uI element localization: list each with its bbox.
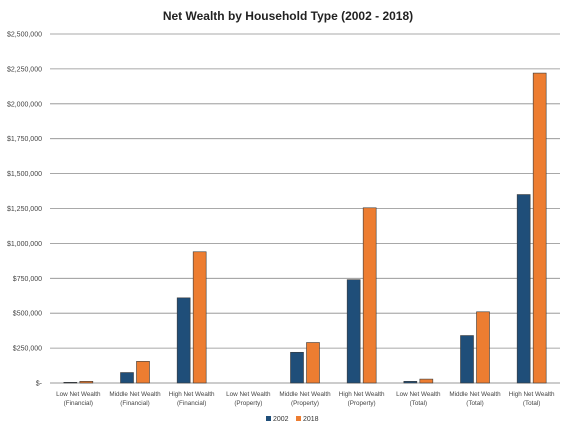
chart-title: Net Wealth by Household Type (2002 - 201… bbox=[163, 9, 413, 23]
legend-swatch bbox=[296, 416, 301, 421]
bar-2018-5 bbox=[362, 207, 377, 384]
x-category-label: Middle Net Wealth (Total) bbox=[449, 391, 501, 407]
y-tick-label: $750,000 bbox=[13, 276, 42, 283]
y-tick-label: $2,500,000 bbox=[7, 32, 42, 39]
y-tick-label: $2,000,000 bbox=[7, 101, 42, 108]
bar-2018-7 bbox=[476, 311, 490, 384]
y-tick-label: $500,000 bbox=[13, 311, 42, 318]
bar-2002-6 bbox=[403, 381, 418, 384]
bar-2018-8 bbox=[532, 72, 547, 384]
bar-marks bbox=[63, 72, 547, 384]
y-tick-label: $1,000,000 bbox=[7, 241, 42, 248]
bar-2002-2 bbox=[176, 297, 191, 384]
bar-2018-2 bbox=[192, 251, 207, 384]
legend-label: 2002 bbox=[273, 416, 289, 423]
x-axis: Low Net Wealth (Financial) Middle Net Weal… bbox=[56, 391, 555, 407]
y-tick-label: $- bbox=[36, 381, 43, 388]
bar-2002-0 bbox=[63, 382, 78, 384]
y-tick-label: $1,500,000 bbox=[7, 171, 42, 178]
bar-2018-6 bbox=[419, 378, 434, 384]
x-category-label: Low Net Wealth (Property) bbox=[226, 391, 271, 407]
x-category-label: Low Net Wealth (Total) bbox=[396, 391, 441, 407]
x-category-label: Low Net Wealth (Financial) bbox=[56, 391, 101, 407]
bar-2002-7 bbox=[460, 335, 474, 384]
y-tick-label: $250,000 bbox=[13, 346, 42, 353]
bar-2018-4 bbox=[306, 342, 320, 384]
x-category-label: Middle Net Wealth (Property) bbox=[279, 391, 331, 407]
bar-2002-4 bbox=[290, 351, 304, 384]
y-tick-label: $1,750,000 bbox=[7, 136, 42, 143]
legend-label: 2018 bbox=[303, 416, 319, 423]
legend-swatch bbox=[266, 416, 271, 421]
x-category-label: High Net Wealth (Financial) bbox=[169, 391, 215, 407]
bar-2018-0 bbox=[79, 381, 94, 384]
bar-2018-1 bbox=[136, 361, 150, 384]
x-category-label: High Net Wealth (Property) bbox=[339, 391, 385, 407]
bar-2002-1 bbox=[120, 372, 134, 384]
legend: 2002 2018 bbox=[266, 416, 319, 423]
bar-2002-8 bbox=[516, 194, 531, 384]
y-tick-label: $1,250,000 bbox=[7, 206, 42, 213]
gridlines bbox=[50, 33, 560, 384]
x-category-label: High Net Wealth (Total) bbox=[509, 391, 555, 407]
bar-2002-5 bbox=[346, 279, 361, 384]
x-category-label: Middle Net Wealth (Financial) bbox=[109, 391, 161, 407]
y-tick-label: $2,250,000 bbox=[7, 66, 42, 73]
y-axis: $- $250,000 $500,000 $750,000 $1,000,000 $1,2… bbox=[7, 32, 43, 388]
